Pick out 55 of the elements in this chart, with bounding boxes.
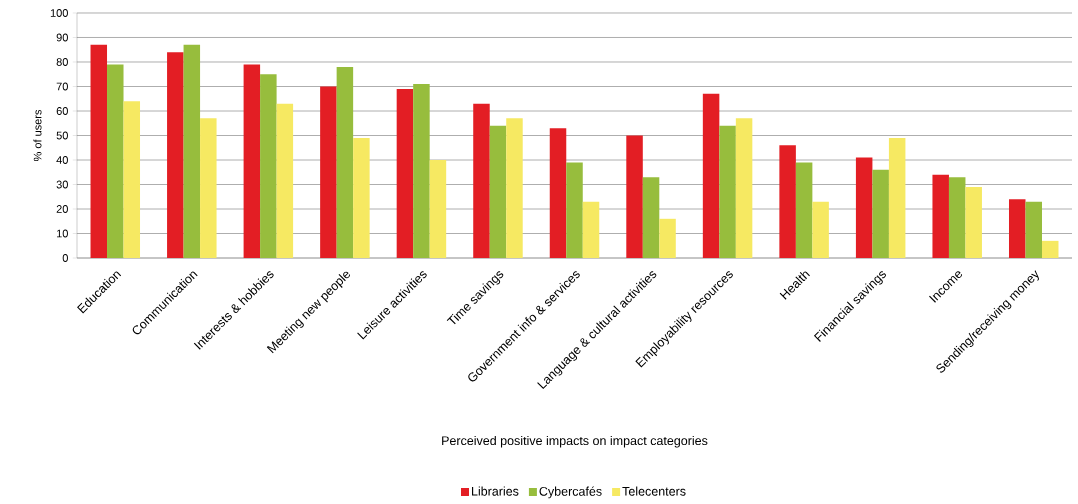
bar (260, 74, 277, 258)
bar (123, 101, 141, 258)
bar (276, 103, 294, 258)
y-tick-label: 60 (56, 107, 68, 115)
x-axis-title: Perceived positive impacts on impact categories (442, 435, 708, 448)
bar (735, 118, 753, 258)
bar (396, 88, 414, 258)
bar (1008, 199, 1026, 258)
bar (473, 103, 490, 258)
legend-label: Telecenters (622, 486, 686, 496)
y-tick-label: 0 (62, 254, 68, 262)
bar (932, 174, 949, 258)
y-tick-label: 20 (56, 205, 68, 213)
bar (353, 137, 370, 258)
y-tick-label: 50 (56, 131, 68, 140)
bar (107, 64, 124, 258)
y-tick-label: 70 (56, 82, 68, 91)
bar (183, 44, 201, 258)
legend-label: Cybercafés (539, 486, 602, 499)
bar (795, 162, 813, 258)
bar (506, 118, 523, 258)
y-tick-label: 30 (56, 180, 68, 189)
y-tick-label: 40 (56, 156, 68, 164)
bar (626, 135, 643, 258)
bar (167, 52, 184, 258)
bar (719, 125, 736, 258)
bar (489, 125, 507, 258)
bar (888, 137, 906, 258)
bar (1041, 240, 1059, 258)
bar (90, 44, 108, 258)
y-tick-label: 80 (56, 58, 68, 66)
y-tick-label: 100 (50, 9, 68, 17)
bar (965, 186, 982, 258)
bar (582, 201, 600, 258)
bar (642, 177, 660, 258)
bar (872, 169, 889, 258)
bar (566, 162, 583, 258)
bar (1025, 201, 1042, 258)
bar (243, 64, 261, 258)
bar (659, 218, 676, 258)
bar (702, 93, 720, 258)
bar (549, 128, 567, 258)
y-tick-label: 90 (56, 33, 68, 42)
bar (320, 86, 337, 258)
legend-label: Libraries (472, 486, 519, 496)
y-tick-label: 10 (56, 229, 68, 238)
bar (429, 160, 447, 258)
bar (812, 201, 829, 258)
bar (948, 177, 966, 258)
bar (779, 145, 796, 258)
y-axis-title: % of users (33, 109, 42, 162)
bar (855, 157, 873, 258)
bar (200, 118, 217, 258)
bar (336, 66, 354, 258)
bar (413, 84, 430, 258)
